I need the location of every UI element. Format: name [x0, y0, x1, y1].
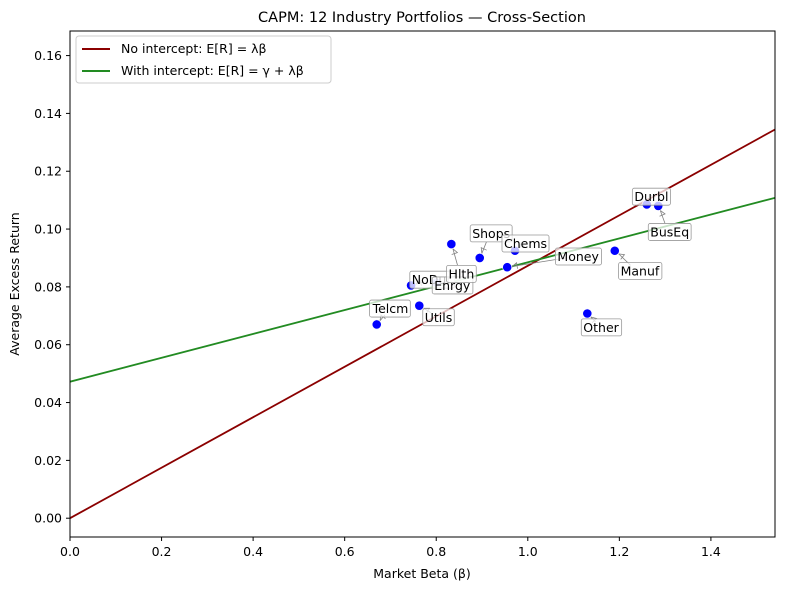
- x-tick-label: 0.8: [426, 544, 446, 559]
- y-axis: 0.00 0.02 0.04 0.06 0.08 0.10 0.12 0.14 0.16: [34, 48, 70, 526]
- annotation-arrow: [452, 248, 458, 266]
- point-labels: TelcmUtilsNoDurEnrgyHlthShopsChemsMoneyM…: [369, 187, 692, 337]
- legend: No intercept: E[R] = λβ With intercept: …: [75, 35, 332, 84]
- annotation-arrowhead: [511, 262, 518, 269]
- point-label-text: Manuf: [621, 263, 660, 278]
- data-point: [502, 262, 513, 273]
- point-label-box: [446, 264, 477, 283]
- annotation-arrowhead: [618, 253, 626, 260]
- point-label-box: [369, 299, 411, 318]
- annotation-arrowhead: [451, 248, 459, 255]
- y-tick-label: 0.10: [34, 222, 62, 237]
- legend-label-no-intercept: No intercept: E[R] = λβ: [121, 41, 267, 56]
- y-axis-label: Average Excess Return: [7, 212, 22, 355]
- point-label-box: [618, 262, 663, 280]
- x-tick-label: 1.0: [518, 544, 538, 559]
- x-axis-label: Market Beta (β): [373, 566, 470, 581]
- point-label-box: [422, 308, 455, 327]
- data-point: [582, 308, 593, 319]
- point-label-text: Telcm: [372, 301, 409, 316]
- point-label-text: Hlth: [449, 266, 475, 281]
- x-tick-label: 0.4: [243, 544, 263, 559]
- point-label-text: Durbl: [634, 189, 668, 204]
- point-label-text: BusEq: [650, 224, 689, 239]
- point-label-text: Other: [583, 320, 619, 335]
- point-label: Telcm: [369, 299, 411, 318]
- point-label-text: Money: [557, 249, 599, 264]
- point-label: Chems: [501, 234, 550, 253]
- x-tick-label: 0.6: [335, 544, 355, 559]
- point-label: BusEq: [647, 223, 692, 241]
- y-tick-label: 0.06: [34, 337, 62, 352]
- point-label-box: [501, 234, 550, 253]
- point-label-box: [631, 187, 671, 206]
- point-label-box: [580, 318, 623, 337]
- point-label: Utils: [422, 308, 455, 327]
- y-tick-label: 0.12: [34, 164, 62, 179]
- x-tick-label: 0.0: [60, 544, 80, 559]
- data-point: [371, 319, 382, 330]
- x-tick-label: 1.2: [609, 544, 629, 559]
- point-label: Money: [555, 247, 602, 266]
- annotation-arrow: [659, 210, 666, 224]
- point-label-text: Chems: [504, 236, 547, 251]
- point-label-text: Shops: [472, 226, 510, 241]
- point-label: Manuf: [618, 262, 663, 280]
- data-point: [609, 245, 620, 256]
- point-label: Hlth: [446, 264, 477, 283]
- x-tick-label: 1.4: [701, 544, 721, 559]
- legend-label-with-intercept: With intercept: E[R] = γ + λβ: [121, 63, 304, 78]
- point-label: Durbl: [631, 187, 671, 206]
- y-tick-label: 0.16: [34, 48, 62, 63]
- y-tick-label: 0.02: [34, 453, 62, 468]
- annotation-arrow: [481, 241, 487, 254]
- data-point: [414, 300, 425, 311]
- y-tick-label: 0.04: [34, 395, 62, 410]
- y-tick-label: 0.08: [34, 279, 62, 294]
- data-point: [474, 253, 485, 263]
- point-label-box: [647, 223, 692, 241]
- y-tick-label: 0.00: [34, 511, 62, 526]
- chart-title: CAPM: 12 Industry Portfolios — Cross-Sec…: [258, 10, 586, 26]
- x-axis: 0.0 0.2 0.4 0.6 0.8 1.0 1.2 1.4: [60, 537, 721, 559]
- point-label-text: Utils: [425, 310, 453, 325]
- annotation-arrowhead: [659, 210, 666, 217]
- legend-box: [75, 35, 332, 84]
- x-tick-label: 0.2: [152, 544, 172, 559]
- plot-frame: [69, 30, 776, 538]
- y-tick-label: 0.14: [34, 106, 62, 121]
- data-point: [446, 239, 457, 249]
- annotation-arrowhead: [480, 246, 487, 254]
- point-label-box: [555, 247, 602, 266]
- point-label: Other: [580, 318, 623, 337]
